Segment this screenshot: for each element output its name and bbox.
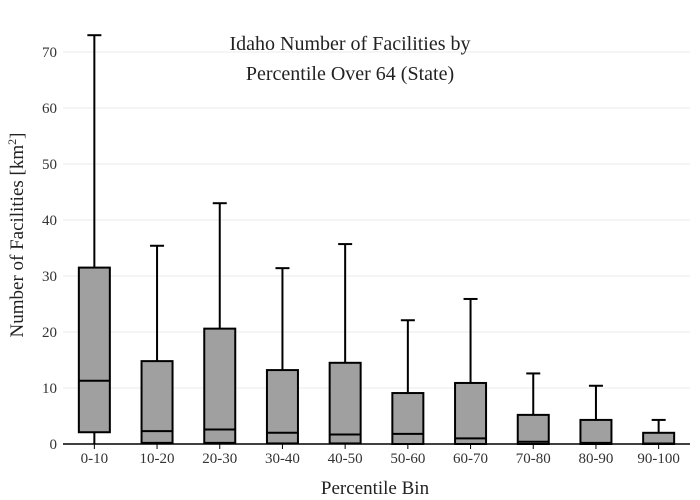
y-axis-title-main: Number of Facilities [km xyxy=(7,145,28,338)
x-tick-label: 0-10 xyxy=(81,451,109,467)
y-axis-ticks: 0 10 20 30 40 50 60 70 xyxy=(42,45,57,453)
box-10-20 xyxy=(140,244,174,444)
box-body xyxy=(391,392,425,446)
x-tick-label: 90-100 xyxy=(637,451,680,467)
x-tick-label: 50-60 xyxy=(390,451,425,467)
chart-title-line-1: Idaho Number of Facilities by xyxy=(229,33,470,55)
x-tick-label: 20-30 xyxy=(202,451,237,467)
x-tick-label: 10-20 xyxy=(140,451,175,467)
y-tick-label: 0 xyxy=(50,437,58,453)
box-0-10 xyxy=(77,34,111,444)
box-70-80 xyxy=(516,372,550,446)
box-body xyxy=(579,418,613,446)
box-30-40 xyxy=(265,267,299,445)
box-body xyxy=(516,413,550,446)
y-tick-label: 40 xyxy=(42,213,57,229)
x-axis-ticks: 0-10 10-20 20-30 30-40 40-50 50-60 60-70 70-80 8… xyxy=(81,444,680,467)
box-20-30 xyxy=(203,202,237,444)
x-tick-label: 40-50 xyxy=(328,451,363,467)
x-tick-label: 30-40 xyxy=(265,451,300,467)
x-axis-title: Percentile Bin xyxy=(321,478,430,499)
y-axis-title: Number of Facilities [km2] xyxy=(5,133,28,338)
box-body xyxy=(77,266,111,434)
x-tick-label: 80-90 xyxy=(578,451,613,467)
box-body xyxy=(140,360,174,444)
box-60-70 xyxy=(454,297,488,445)
box-50-60 xyxy=(391,319,425,446)
box-body xyxy=(328,361,362,445)
box-40-50 xyxy=(328,243,362,445)
y-axis-title-superscript: 2 xyxy=(5,139,19,145)
box-body xyxy=(454,381,488,445)
box-90-100 xyxy=(642,418,676,445)
y-tick-label: 30 xyxy=(42,269,57,285)
box-80-90 xyxy=(579,384,613,446)
y-tick-label: 10 xyxy=(42,381,57,397)
box-body xyxy=(203,327,237,444)
chart-title-line-2: Percentile Over 64 (State) xyxy=(246,63,454,85)
y-tick-label: 50 xyxy=(42,157,57,173)
box-body xyxy=(642,431,676,445)
y-tick-label: 60 xyxy=(42,101,57,117)
y-tick-label: 20 xyxy=(42,325,57,341)
x-tick-label: 60-70 xyxy=(453,451,488,467)
y-tick-label: 70 xyxy=(42,45,57,61)
box-series xyxy=(77,34,676,446)
x-tick-label: 70-80 xyxy=(516,451,551,467)
grid-lines xyxy=(63,51,690,389)
y-axis-title-close: ] xyxy=(7,133,28,139)
